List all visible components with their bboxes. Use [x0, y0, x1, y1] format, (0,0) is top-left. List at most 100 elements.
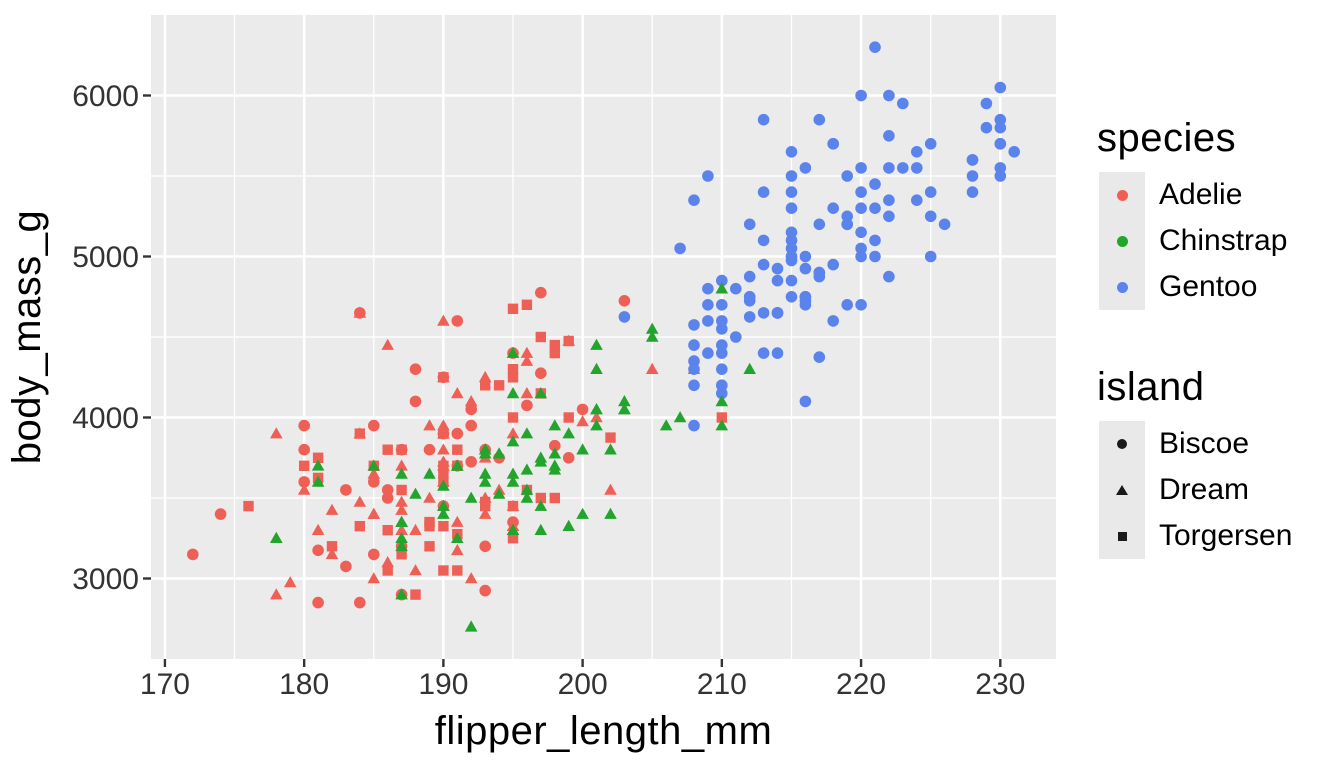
data-point: [883, 130, 895, 142]
data-point: [507, 533, 519, 544]
data-point: [645, 362, 659, 374]
data-point: [562, 427, 575, 439]
data-point: [994, 162, 1007, 174]
data-point: [549, 347, 560, 359]
data-point: [506, 346, 520, 358]
legend-entry-gentoo: Gentoo: [1099, 264, 1287, 310]
data-point: [855, 186, 867, 198]
data-point: [395, 523, 408, 535]
data-point: [743, 362, 756, 374]
data-point: [395, 459, 408, 471]
data-point: [534, 523, 548, 535]
data-point: [813, 218, 826, 231]
data-point: [716, 323, 728, 335]
data-point: [451, 459, 464, 471]
data-point: [771, 307, 784, 319]
data-point: [757, 113, 770, 126]
data-point: [785, 146, 798, 158]
data-point: [1008, 146, 1020, 158]
data-point: [298, 419, 311, 432]
data-point: [353, 427, 367, 439]
data-point: [897, 162, 909, 174]
data-point: [799, 395, 812, 408]
data-point: [311, 459, 325, 471]
data-point: [451, 315, 464, 327]
data-point: [827, 138, 839, 150]
data-point: [869, 250, 881, 263]
data-point: [799, 295, 812, 307]
data-point: [214, 508, 227, 520]
data-point: [757, 234, 770, 247]
data-point: [270, 531, 283, 543]
data-point: [785, 226, 798, 239]
data-point: [576, 415, 589, 427]
data-point: [841, 218, 853, 231]
data-point: [520, 463, 534, 475]
data-point: [994, 81, 1007, 94]
legend-entry-torgersen: Torgersen: [1099, 513, 1292, 559]
data-point: [604, 443, 617, 455]
legend-key: [1099, 218, 1145, 264]
data-point: [381, 484, 394, 496]
data-point: [506, 435, 520, 447]
data-point: [382, 525, 393, 536]
data-point: [841, 210, 853, 223]
legend-key: [1099, 264, 1145, 310]
legend-entry-chinstrap: Chinstrap: [1099, 218, 1287, 264]
data-point: [827, 202, 839, 214]
data-point: [353, 495, 367, 507]
data-point: [771, 274, 784, 287]
data-point: [506, 499, 520, 511]
y-tick-label: 4000: [72, 402, 139, 435]
data-point: [465, 419, 478, 432]
data-point: [395, 503, 408, 515]
data-point: [785, 202, 798, 214]
data-point: [785, 234, 798, 247]
data-point: [423, 443, 436, 456]
data-point: [590, 419, 603, 431]
data-point: [381, 556, 394, 568]
data-point: [451, 531, 464, 543]
data-point: [493, 380, 505, 391]
data-point: [492, 447, 506, 459]
data-point: [549, 492, 560, 504]
data-points: [187, 41, 1020, 632]
data-point: [715, 419, 729, 431]
data-point: [924, 210, 937, 223]
data-point: [716, 274, 728, 287]
data-point: [521, 299, 533, 310]
data-point: [478, 447, 492, 459]
data-point: [618, 395, 631, 407]
data-point: [506, 475, 520, 487]
data-point: [480, 380, 491, 391]
data-point: [311, 523, 325, 535]
data-point: [688, 419, 700, 432]
triangle-shape-icon: [1116, 485, 1128, 495]
data-point: [409, 523, 422, 535]
data-point: [521, 399, 533, 412]
data-point: [311, 475, 325, 487]
legend-entry-dream: Dream: [1099, 467, 1292, 513]
x-tick-label: 200: [558, 668, 608, 701]
data-point: [869, 178, 881, 190]
data-point: [312, 596, 324, 609]
data-point: [855, 162, 867, 174]
data-point: [563, 412, 574, 423]
data-point: [994, 138, 1007, 150]
data-point: [535, 367, 547, 380]
data-point: [716, 299, 728, 311]
data-point: [478, 507, 492, 519]
data-point: [716, 379, 728, 392]
legend-species: species Adelie Chinstrap Gentoo: [1097, 118, 1287, 310]
data-point: [520, 427, 534, 439]
data-point: [423, 491, 436, 503]
data-point: [424, 521, 435, 532]
data-point: [367, 507, 381, 519]
data-point: [381, 338, 394, 350]
data-point: [534, 451, 548, 463]
data-point: [270, 427, 283, 439]
data-point: [645, 330, 659, 342]
data-point: [994, 121, 1007, 134]
data-point: [395, 467, 408, 479]
data-point: [452, 444, 463, 455]
